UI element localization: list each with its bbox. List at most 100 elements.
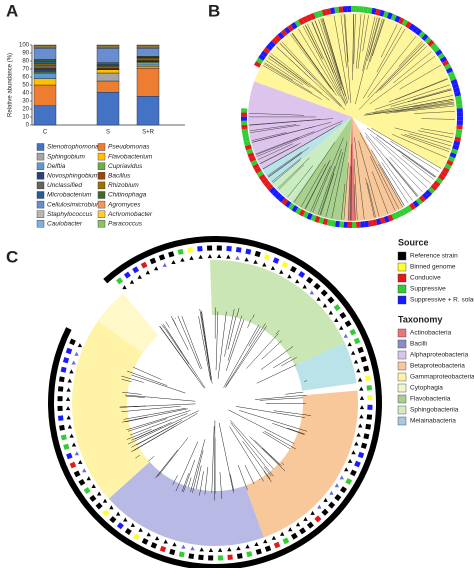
tree-branch: [262, 65, 322, 100]
tree-branch: [378, 163, 403, 207]
triangle-marker: [357, 377, 363, 382]
y-tick-label: 0: [26, 123, 30, 129]
triangle-marker: [123, 517, 128, 522]
source-ring: [283, 26, 291, 35]
tree-branch: [371, 149, 405, 206]
triangle-marker: [66, 387, 71, 392]
triangle-marker: [356, 368, 361, 373]
bar-segment: [96, 66, 120, 69]
source-ring: [409, 202, 416, 211]
tree-branch: [225, 319, 245, 371]
source-ring: [241, 124, 248, 130]
bar-segment: [96, 62, 120, 65]
tree-branch: [340, 14, 347, 68]
source-box: [357, 451, 365, 459]
tree-branch: [122, 391, 142, 395]
tree-branch: [365, 135, 413, 201]
bar-segment: [33, 59, 57, 62]
clade-sector: [210, 260, 345, 366]
tree-branch: [400, 134, 450, 152]
legend-swatch: [36, 152, 45, 161]
triangle-marker: [288, 527, 293, 532]
tree-branch: [408, 133, 451, 147]
triangle-marker: [339, 475, 344, 480]
source-box: [116, 522, 124, 530]
tree-branch: [369, 17, 381, 56]
source-ring: [326, 219, 332, 226]
source-ring: [456, 112, 463, 117]
triangle-marker: [146, 532, 151, 537]
triangle-marker: [322, 303, 328, 308]
triangle-marker: [67, 424, 73, 429]
tree-branch: [237, 465, 248, 491]
triangle-marker: [350, 350, 356, 355]
source-ring: [298, 209, 306, 217]
tree-branch: [251, 132, 287, 141]
source-box: [339, 311, 347, 319]
tree-branch: [255, 394, 307, 400]
tree-branch: [177, 315, 201, 369]
triangle-marker: [227, 547, 232, 552]
bar-segment: [33, 105, 57, 126]
triangle-marker: [328, 310, 334, 315]
source-ring: [368, 220, 374, 227]
source-ring: [456, 108, 463, 113]
tree-branch: [123, 407, 186, 420]
tree-branch: [385, 105, 455, 114]
triangle-marker: [216, 254, 222, 259]
legend-label: Delftia: [47, 163, 66, 170]
source-box: [95, 502, 103, 510]
tree-branch: [362, 15, 369, 52]
legend-swatch: [397, 383, 407, 393]
tree-branch: [304, 161, 330, 209]
clade-sector: [261, 117, 352, 184]
source-ring: [346, 6, 352, 13]
triangle-marker: [162, 262, 167, 267]
tree-branch: [249, 119, 321, 126]
legend-label: Paracoccus: [108, 221, 143, 228]
tree-branch: [239, 410, 308, 432]
source-ring: [456, 124, 463, 130]
legend-swatch: [36, 172, 45, 180]
tree-branch: [249, 113, 305, 116]
bar-segment: [33, 64, 57, 69]
legend-label: Bacillus: [108, 173, 131, 180]
source-ring: [449, 152, 457, 159]
bar-segment: [136, 44, 160, 46]
source-ring: [440, 170, 448, 178]
source-ring: [455, 99, 463, 105]
tree-branch: [249, 124, 297, 131]
triangle-marker: [235, 255, 240, 260]
source-ring: [415, 197, 423, 206]
triangle-marker: [310, 510, 315, 515]
source-ring: [452, 144, 460, 151]
tree-branch: [277, 157, 310, 189]
tree-branch: [254, 440, 282, 467]
source-ring: [450, 79, 458, 85]
source-ring: [401, 19, 409, 27]
tree-branch: [307, 24, 346, 104]
tree-branch: [311, 22, 342, 91]
source-box: [340, 486, 347, 494]
tree-branch: [230, 420, 274, 470]
source-box: [188, 553, 195, 560]
legend-swatch: [397, 273, 407, 283]
tree-branch: [134, 426, 163, 440]
tree-branch: [126, 429, 152, 440]
tree-branch: [225, 323, 266, 386]
source-box: [178, 551, 185, 558]
triangle-marker: [287, 274, 292, 279]
legend-swatch: [97, 200, 106, 209]
source-box: [360, 356, 367, 363]
source-box: [123, 271, 131, 279]
triangle-marker: [353, 359, 359, 364]
source-ring: [325, 8, 332, 15]
tree-branch: [281, 462, 285, 466]
triangle-marker: [67, 378, 72, 383]
triangle-marker: [96, 491, 102, 496]
source-ring: [281, 197, 289, 206]
legend-swatch: [397, 339, 407, 349]
source-box: [235, 246, 242, 253]
source-box: [298, 271, 306, 278]
tree-branch: [401, 154, 435, 180]
